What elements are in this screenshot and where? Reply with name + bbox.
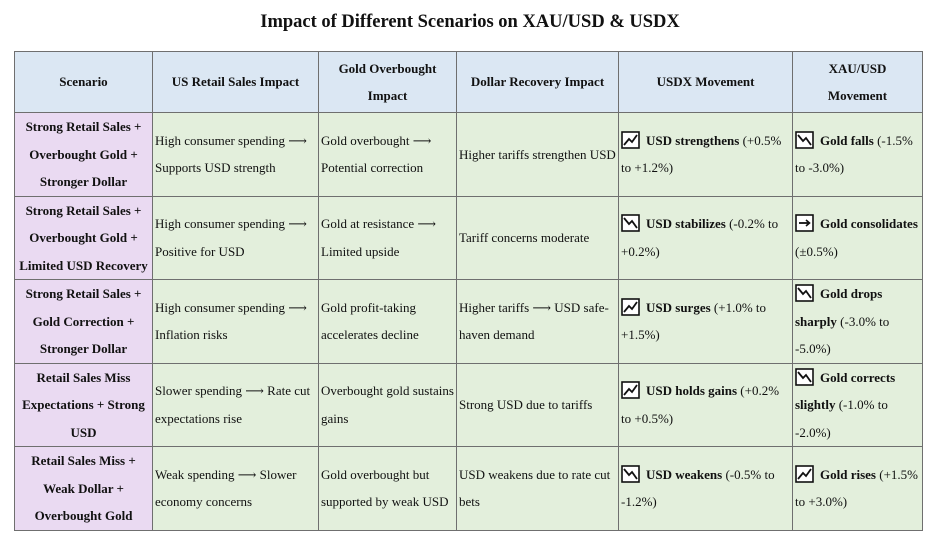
scenario-cell: Strong Retail Sales + Overbought Gold + … [14,195,153,280]
retail-impact-cell: High consumer spending ⟶ Supports USD st… [152,112,319,197]
gold-impact-cell: Gold at resistance ⟶ Limited upside [318,195,457,280]
xau-movement-cell: Gold corrects slightly (-1.0% to -2.0%) [792,362,923,447]
gold-impact-cell: Gold overbought but supported by weak US… [318,446,457,531]
usdx-movement-range: (+1.0% to +1.5%) [621,299,767,343]
retail-impact-cell: High consumer spending ⟶ Positive for US… [152,195,319,280]
header-scenario: Scenario [14,51,153,113]
table-row: Strong Retail Sales + Gold Correction + … [14,279,923,364]
table-row: Strong Retail Sales + Overbought Gold + … [14,112,923,197]
retail-impact-cell: Weak spending ⟶ Slower economy concerns [152,446,319,531]
header-dollar-impact: Dollar Recovery Impact [456,51,619,113]
header-gold-impact: Gold Overbought Impact [318,51,457,113]
dollar-impact-cell: Higher tariffs strengthen USD [456,112,619,197]
header-xau-movement: XAU/USD Movement [792,51,923,113]
dollar-impact-cell: Tariff concerns moderate [456,195,619,280]
dollar-impact-cell: USD weakens due to rate cut bets [456,446,619,531]
chart-up-icon [621,381,640,400]
chart-up-icon [621,130,640,149]
scenario-cell: Strong Retail Sales + Overbought Gold + … [14,112,153,197]
xau-movement-range: (-1.5% to -3.0%) [795,132,913,176]
dollar-impact-cell: Higher tariffs ⟶ USD safe-haven demand [456,279,619,364]
arrow-right-icon [795,214,814,233]
table-row: Retail Sales Miss + Weak Dollar + Overbo… [14,446,923,531]
header-usdx-movement: USDX Movement [618,51,793,113]
gold-impact-cell: Overbought gold sustains gains [318,362,457,447]
chart-up-icon [795,464,814,483]
usdx-movement-range: (+0.2% to +0.5%) [621,383,780,426]
retail-impact-cell: Slower spending ⟶ Rate cut expectations … [152,362,319,447]
scenario-table: Scenario US Retail Sales Impact Gold Ove… [14,51,923,531]
xau-movement-cell: Gold rises (+1.5% to +3.0%) [792,446,923,531]
chart-down-icon [795,367,814,386]
scenario-cell: Retail Sales Miss Expectations + Strong … [14,362,153,447]
retail-impact-cell: High consumer spending ⟶ Inflation risks [152,279,319,364]
usdx-movement-range: (-0.5% to -1.2%) [621,466,775,510]
usdx-movement-cell: USD stabilizes (-0.2% to +0.2%) [618,195,793,280]
scenario-cell: Retail Sales Miss + Weak Dollar + Overbo… [14,446,153,531]
usdx-movement-cell: USD holds gains (+0.2% to +0.5%) [618,362,793,447]
xau-movement-range: (±0.5%) [795,243,838,259]
xau-movement-cell: Gold drops sharply (-3.0% to -5.0%) [792,279,923,364]
usdx-movement-label: USD weakens [646,466,723,482]
xau-movement-cell: Gold consolidates (±0.5%) [792,195,923,280]
usdx-movement-cell: USD surges (+1.0% to +1.5%) [618,279,793,364]
usdx-movement-label: USD surges [646,299,711,315]
usdx-movement-cell: USD strengthens (+0.5% to +1.2%) [618,112,793,197]
dollar-impact-cell: Strong USD due to tariffs [456,362,619,447]
xau-movement-label: Gold rises [820,466,876,482]
chart-down-icon [795,130,814,149]
scenario-cell: Strong Retail Sales + Gold Correction + … [14,279,153,364]
xau-movement-range: (+1.5% to +3.0%) [795,466,918,510]
chart-down-icon [621,464,640,483]
table-header-row: Scenario US Retail Sales Impact Gold Ove… [14,51,923,113]
usdx-movement-label: USD holds gains [646,383,738,399]
xau-movement-range: (-3.0% to -5.0%) [795,313,890,357]
xau-movement-label: Gold corrects slightly [795,369,896,413]
xau-movement-cell: Gold falls (-1.5% to -3.0%) [792,112,923,197]
usdx-movement-range: (+0.5% to +1.2%) [621,132,782,176]
chart-down-icon [795,284,814,302]
usdx-movement-label: USD strengthens [646,132,740,148]
xau-movement-range: (-1.0% to -2.0%) [795,397,888,440]
header-retail-impact: US Retail Sales Impact [152,51,319,113]
table-row: Retail Sales Miss Expectations + Strong … [14,362,923,447]
gold-impact-cell: Gold overbought ⟶ Potential correction [318,112,457,197]
xau-movement-label: Gold falls [820,132,874,148]
chart-up-icon [621,297,640,316]
usdx-movement-cell: USD weakens (-0.5% to -1.2%) [618,446,793,531]
usdx-movement-range: (-0.2% to +0.2%) [621,216,779,259]
table-row: Strong Retail Sales + Overbought Gold + … [14,195,923,280]
usdx-movement-label: USD stabilizes [646,216,726,232]
page-title: Impact of Different Scenarios on XAU/USD… [260,12,680,32]
gold-impact-cell: Gold profit-taking accelerates decline [318,279,457,364]
xau-movement-label: Gold drops sharply [795,286,883,329]
chart-down-icon [621,214,640,233]
xau-movement-label: Gold consolidates [820,216,918,232]
